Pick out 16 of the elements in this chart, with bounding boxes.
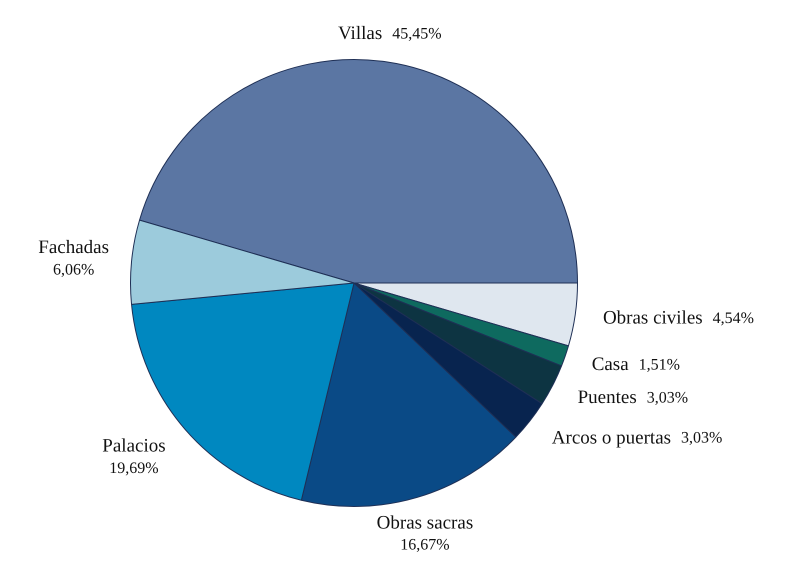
slice-label: Villas <box>338 23 382 44</box>
slice-label: Arcos o puertas <box>552 427 672 448</box>
data-label: 6,06% <box>52 261 94 278</box>
slice-label: Fachadas <box>38 237 109 258</box>
slice-label: Casa <box>592 354 630 376</box>
slice-label: Obras sacras <box>376 512 474 534</box>
data-label: 3,03% <box>646 389 688 406</box>
data-label: 1,51% <box>638 356 680 374</box>
data-label: 4,54% <box>712 310 754 327</box>
slice-label: Palacios <box>102 436 166 457</box>
data-label: 3,03% <box>681 430 722 447</box>
data-label: 16,67% <box>400 536 450 554</box>
data-label: 45,45% <box>392 25 442 42</box>
slice-label: Obras civiles <box>602 308 703 329</box>
slice-label: Puentes <box>578 387 637 408</box>
data-label: 19,69% <box>109 460 159 477</box>
